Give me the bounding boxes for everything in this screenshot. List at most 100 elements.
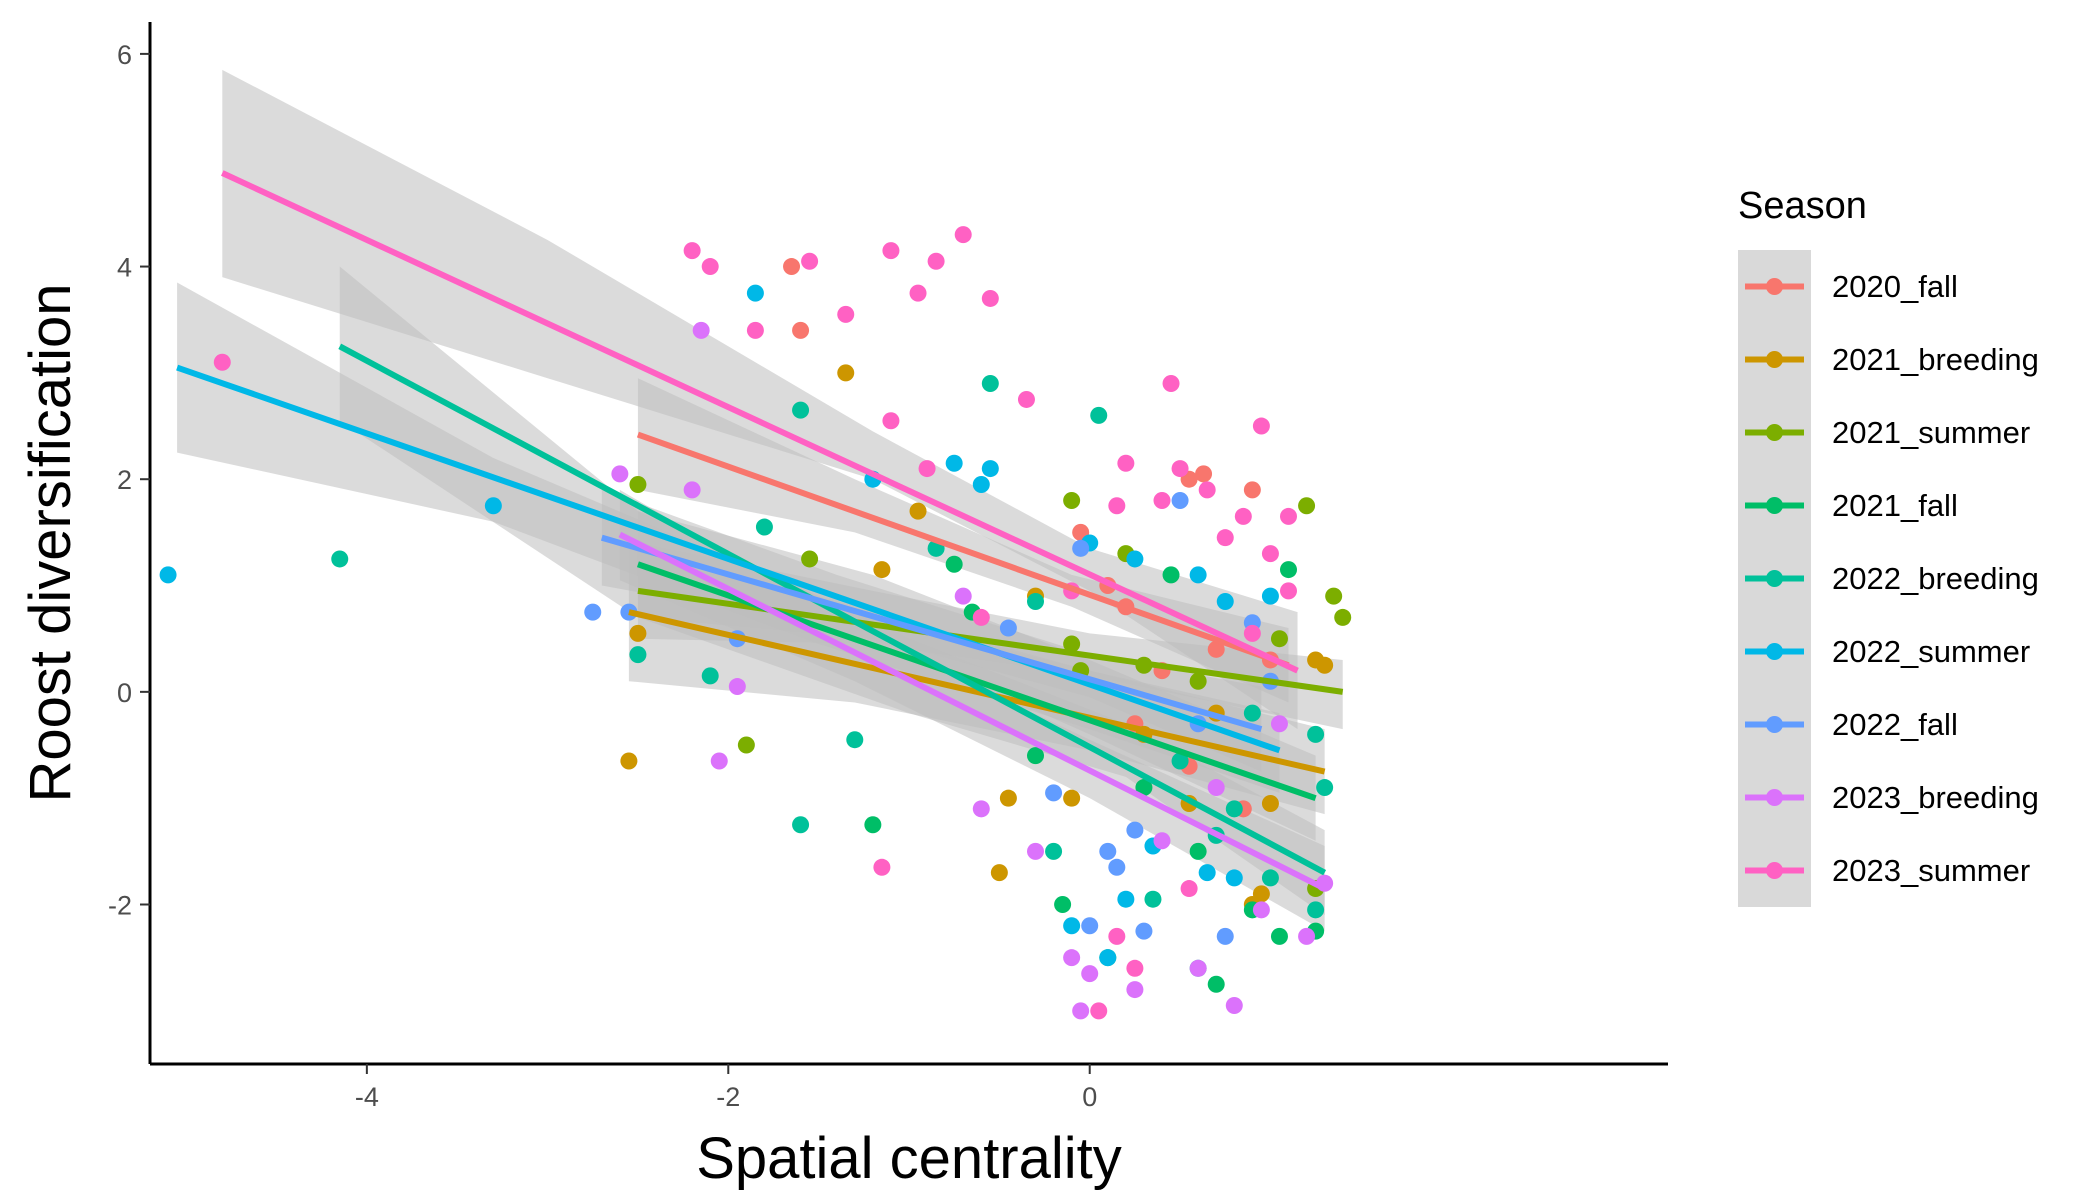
point-2023_summer-17 — [1198, 481, 1216, 499]
point-2022_breeding-4 — [792, 816, 810, 834]
point-2022_breeding-3 — [792, 401, 810, 419]
point-2022_fall-4 — [1171, 491, 1189, 509]
point-2023_summer-22 — [1108, 497, 1126, 515]
point-2020_fall-8 — [1207, 640, 1225, 658]
point-2023_breeding-5 — [972, 800, 990, 818]
fit-line-2022_breeding — [338, 343, 1327, 876]
point-2023_summer-10 — [981, 289, 999, 307]
point-2021_fall-11 — [1135, 779, 1153, 797]
point-2023_breeding-18 — [1207, 779, 1225, 797]
point-2021_fall-5 — [1162, 566, 1180, 584]
point-2022_breeding-21 — [1225, 800, 1243, 818]
point-2021_breeding-2 — [837, 364, 855, 382]
legend-label-2023_summer: 2023_summer — [1832, 853, 2030, 888]
point-2021_breeding-13 — [1316, 656, 1334, 674]
point-2021_summer-4 — [1063, 635, 1081, 653]
point-2023_breeding-8 — [1072, 1002, 1090, 1020]
legend-label-2021_fall: 2021_fall — [1832, 488, 1958, 523]
confidence-band-2020_fall — [637, 378, 1289, 703]
point-2022_breeding-6 — [981, 375, 999, 393]
point-2021_summer-11 — [1334, 608, 1352, 626]
point-2021_fall-0 — [864, 816, 882, 834]
point-2021_summer-1 — [737, 736, 755, 754]
point-2023_summer-3 — [746, 321, 764, 339]
point-2023_summer-29 — [972, 608, 990, 626]
fit-line-2022_summer — [176, 364, 1281, 754]
legend: Season 2020_fall 2021_breeding 2021_summer… — [1738, 185, 2039, 907]
point-2023_breeding-6 — [1027, 842, 1044, 860]
point-2023_summer-14 — [1117, 454, 1135, 472]
regression-lines — [176, 170, 1344, 892]
point-2023_breeding-7 — [1063, 949, 1081, 967]
point-2023_breeding-11 — [1189, 959, 1207, 977]
axis-ticks: -4 -2 0 -2 0 2 4 6 — [108, 40, 1097, 1112]
point-2023_breeding-9 — [1081, 965, 1099, 983]
point-2021_fall-6 — [1207, 975, 1225, 993]
point-2021_summer-3 — [1063, 491, 1081, 509]
point-2022_breeding-7 — [1090, 406, 1108, 424]
fit-line-2020_fall — [636, 431, 1290, 669]
point-2023_breeding-19 — [1270, 715, 1288, 733]
point-2023_summer-24 — [1090, 1002, 1108, 1020]
point-2021_breeding-1 — [629, 624, 647, 642]
point-2022_fall-11 — [1216, 927, 1234, 945]
x-tick-label: 0 — [1082, 1082, 1097, 1112]
point-2022_breeding-13 — [1307, 901, 1325, 919]
point-2023_breeding-3 — [728, 678, 746, 696]
point-2021_breeding-7 — [1063, 789, 1081, 807]
legend-label-2022_breeding: 2022_breeding — [1832, 561, 2039, 596]
legend-label-2022_fall: 2022_fall — [1832, 707, 1958, 742]
point-2021_fall-8 — [1270, 927, 1288, 945]
fit-line-2022_fall — [600, 534, 1263, 732]
point-2023_summer-0 — [213, 353, 231, 371]
legend-key-point-2023_summer — [1766, 862, 1783, 879]
data-points — [159, 226, 1352, 1020]
legend-key-point-2021_breeding — [1766, 351, 1783, 368]
point-2022_summer-1 — [484, 497, 502, 515]
point-2023_summer-19 — [1280, 507, 1297, 525]
point-2023_summer-11 — [1017, 390, 1035, 408]
y-axis-title: Roost diversification — [18, 284, 83, 803]
legend-label-2022_summer: 2022_summer — [1832, 634, 2030, 669]
point-2022_summer-0 — [159, 566, 177, 584]
point-2022_fall-6 — [1108, 858, 1126, 876]
point-2021_breeding-5 — [999, 789, 1017, 807]
legend-key-point-2023_breeding — [1766, 789, 1783, 806]
point-2022_summer-7 — [1126, 550, 1144, 568]
point-2022_breeding-19 — [1027, 592, 1044, 610]
point-2023_summer-9 — [954, 226, 972, 244]
point-2022_breeding-0 — [331, 550, 349, 568]
point-2023_summer-20 — [1234, 507, 1252, 525]
point-2022_summer-10 — [1261, 587, 1279, 605]
legend-key-point-2022_summer — [1766, 643, 1783, 660]
point-2021_breeding-0 — [620, 752, 638, 770]
point-2023_summer-7 — [909, 284, 927, 302]
point-2022_breeding-5 — [846, 731, 864, 749]
point-2023_breeding-16 — [954, 587, 972, 605]
point-2021_summer-9 — [1298, 497, 1316, 515]
point-2022_breeding-14 — [1316, 779, 1334, 797]
legend-title: Season — [1738, 185, 1867, 227]
point-2021_fall-12 — [1189, 842, 1207, 860]
y-tick-label: -2 — [108, 891, 132, 921]
axes — [148, 22, 1668, 1066]
x-tick-label: -2 — [716, 1082, 740, 1112]
point-2022_breeding-16 — [1243, 704, 1261, 722]
y-tick-label: 4 — [117, 253, 132, 283]
point-2021_breeding-10 — [1252, 885, 1270, 903]
point-2023_breeding-17 — [1153, 832, 1171, 850]
point-2023_summer-8 — [927, 252, 945, 270]
point-2023_summer-33 — [1280, 582, 1297, 600]
point-2023_summer-4 — [801, 252, 819, 270]
point-2022_fall-7 — [1126, 821, 1144, 839]
point-2022_breeding-20 — [1171, 752, 1189, 770]
point-2023_summer-6 — [882, 242, 900, 260]
point-2022_summer-4 — [945, 454, 963, 472]
point-2023_summer-21 — [1261, 545, 1279, 563]
point-2023_summer-12 — [882, 412, 900, 430]
point-2023_summer-32 — [1243, 624, 1261, 642]
point-2020_fall-0 — [783, 258, 801, 276]
point-2022_fall-10 — [1135, 922, 1153, 940]
point-2022_breeding-17 — [755, 518, 773, 536]
confidence-band-2023_summer — [222, 69, 1298, 730]
